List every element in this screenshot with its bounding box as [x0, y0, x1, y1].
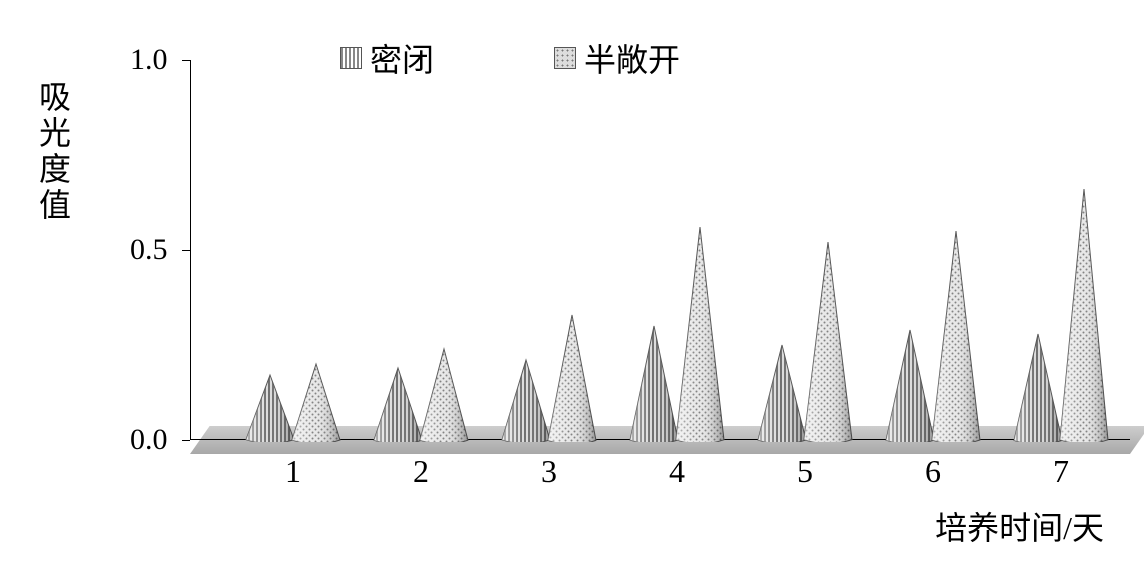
cone-semi-open — [802, 240, 854, 442]
y-tick-mark — [182, 440, 190, 441]
y-tick-label: 0.0 — [130, 423, 168, 457]
cone-semi-open — [674, 225, 726, 442]
y-tick-label: 1.0 — [130, 43, 168, 77]
cone-closed — [500, 358, 552, 442]
plot-area: 0.00.51.01234567 — [190, 60, 1130, 440]
cone-closed — [1012, 332, 1064, 442]
chart-container: 吸光度值 培养时间/天 密闭 半敞开 0.00.51.01234567 — [20, 20, 1144, 559]
cone-semi-open — [290, 362, 342, 442]
y-axis-line — [190, 60, 191, 440]
cone-closed — [372, 366, 424, 442]
cone-closed — [244, 373, 296, 442]
cone-semi-open — [418, 347, 470, 442]
x-tick-label: 4 — [669, 453, 685, 490]
x-tick-label: 5 — [797, 453, 813, 490]
x-tick-label: 1 — [285, 453, 301, 490]
y-axis-label: 吸光度值 — [30, 80, 76, 224]
cone-semi-open — [930, 229, 982, 442]
x-tick-label: 6 — [925, 453, 941, 490]
cone-closed — [756, 343, 808, 442]
cone-closed — [628, 324, 680, 442]
x-tick-label: 2 — [413, 453, 429, 490]
y-tick-mark — [182, 60, 190, 61]
x-tick-label: 3 — [541, 453, 557, 490]
cone-closed — [884, 328, 936, 442]
y-tick-label: 0.5 — [130, 233, 168, 267]
y-tick-mark — [182, 250, 190, 251]
x-tick-label: 7 — [1053, 453, 1069, 490]
cone-semi-open — [1058, 187, 1110, 442]
x-axis-label: 培养时间/天 — [935, 503, 1104, 549]
cone-semi-open — [546, 313, 598, 442]
